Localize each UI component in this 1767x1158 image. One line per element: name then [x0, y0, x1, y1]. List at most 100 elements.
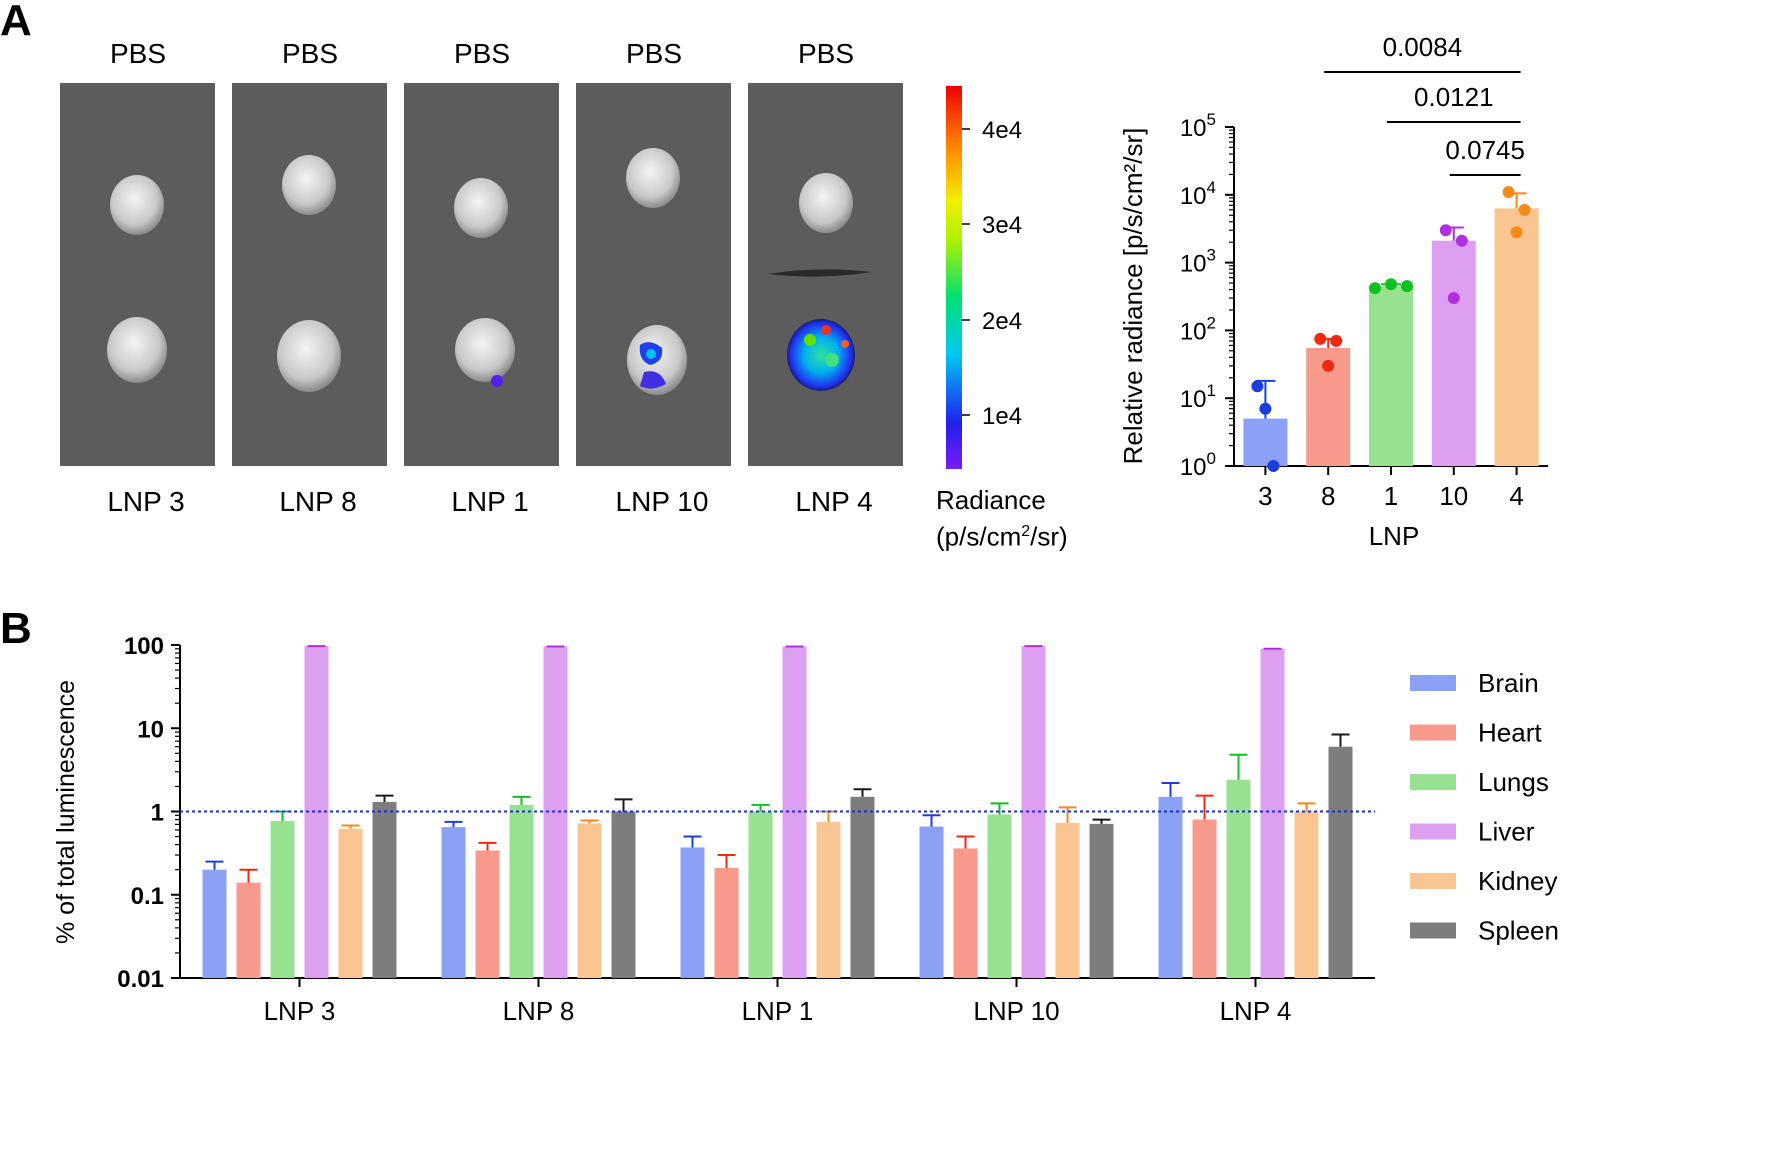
colorbar-tick-label: 4e4 [982, 117, 1022, 144]
bar-kidney [1055, 822, 1080, 978]
bar-kidney [1294, 811, 1319, 978]
organ-lnp [455, 318, 515, 382]
image-panel-lnp1 [404, 83, 559, 466]
organ-pbs [454, 178, 508, 238]
signal-spot [825, 353, 839, 367]
bar-spleen [1089, 823, 1114, 978]
significance-label: 0.0121 [1414, 82, 1494, 112]
data-point [1330, 334, 1343, 347]
data-point [1385, 278, 1397, 291]
image-bottom-label: LNP 4 [795, 486, 873, 517]
bar-liver [1260, 648, 1285, 978]
organ-pbs [626, 148, 680, 208]
x-tick-label: 10 [1439, 481, 1468, 511]
organ-lnp [107, 317, 167, 383]
legend-label-liver: Liver [1478, 817, 1535, 847]
image-top-label: PBS [109, 38, 167, 69]
significance-label: 0.0084 [1383, 32, 1463, 62]
y-axis-label: % of total luminescence [52, 680, 80, 944]
image-bottom-label: LNP 10 [615, 486, 709, 517]
y-tick-label: 10 [137, 716, 164, 743]
bar-kidney [338, 828, 363, 978]
data-point [1251, 380, 1264, 393]
data-point [1502, 185, 1515, 198]
colorbar-tick-label: 2e4 [982, 308, 1022, 335]
image-top-label: PBS [281, 38, 339, 69]
colorbar [946, 86, 962, 469]
y-tick-label: 100 [124, 633, 164, 660]
image-panel-lnp3 [60, 83, 215, 466]
bar-kidney [816, 821, 841, 978]
bar-lnp-4 [1494, 208, 1539, 466]
bar-brain [441, 827, 466, 978]
bar-brain [680, 847, 705, 978]
image-top-label: PBS [797, 38, 855, 69]
legend-swatch-heart [1410, 724, 1456, 741]
bar-lnp-3 [1243, 418, 1288, 466]
legend-swatch-brain [1410, 675, 1456, 691]
x-tick-label: LNP 10 [973, 996, 1059, 1026]
bar-spleen [850, 796, 875, 978]
organ-pbs [110, 175, 164, 235]
image-bottom-label: LNP 1 [451, 486, 529, 517]
y-tick-label: 104 [1180, 178, 1216, 210]
y-tick-label: 0.01 [117, 966, 164, 993]
bar-lnp-1 [1369, 286, 1413, 466]
legend-swatch-spleen [1410, 922, 1456, 939]
bar-heart [1192, 819, 1217, 978]
signal-spot [821, 325, 831, 335]
bar-brain [1158, 796, 1183, 978]
image-panel-lnp8 [232, 83, 387, 466]
y-axis-label: Relative radiance [p/s/cm²/sr] [1118, 128, 1148, 465]
bar-lungs [509, 804, 534, 978]
bar-lungs [1226, 779, 1251, 978]
legend-label-heart: Heart [1478, 718, 1542, 748]
x-tick-label: LNP 3 [264, 996, 336, 1026]
y-tick-label: 0.1 [131, 883, 164, 910]
legend-swatch-liver [1410, 823, 1456, 840]
x-tick-label: LNP 1 [742, 996, 814, 1026]
bar-brain [202, 869, 227, 978]
bar-brain [919, 826, 944, 978]
signal-spot [804, 334, 816, 346]
bar-heart [475, 850, 500, 978]
image-top-label: PBS [453, 38, 511, 69]
bar-lungs [748, 811, 773, 978]
bar-spleen [1328, 746, 1353, 978]
data-point [1510, 226, 1523, 239]
colorbar-title: Radiance (p/s/cm2/sr) [936, 484, 1068, 553]
data-point [1322, 359, 1335, 372]
x-tick-label: 4 [1509, 481, 1523, 511]
x-tick-label: 1 [1384, 481, 1398, 511]
y-tick-label: 105 [1180, 110, 1216, 142]
colorbar-title-line1: Radiance [936, 485, 1046, 515]
image-panel-lnp10 [576, 83, 731, 466]
bar-heart [714, 867, 739, 978]
imaging-panels [60, 83, 903, 466]
x-tick-label: 8 [1321, 481, 1335, 511]
y-tick-label: 1 [151, 800, 164, 827]
signal-spot [640, 371, 666, 389]
colorbar-title-line2: (p/s/cm2/sr) [936, 521, 1068, 552]
bar-lungs [987, 814, 1012, 978]
legend-label-lungs: Lungs [1478, 767, 1549, 797]
data-point [1439, 224, 1452, 237]
y-tick-label: 101 [1180, 381, 1216, 413]
data-point [1267, 460, 1280, 472]
signal-spot [841, 340, 849, 348]
x-tick-label: LNP 8 [503, 996, 575, 1026]
data-point [1314, 332, 1327, 345]
data-point [1259, 402, 1272, 415]
legend-label-brain: Brain [1478, 668, 1539, 698]
biodistribution-chart: 0.01 0.1 1 10 100 % of total luminescence LNP … [52, 633, 1559, 1026]
organ-pbs [799, 173, 853, 233]
image-top-label: PBS [625, 38, 683, 69]
bar-lnp-10 [1431, 240, 1476, 466]
signal-spot [646, 349, 656, 359]
organ-lnp [277, 320, 341, 392]
x-axis-label: LNP [1369, 521, 1420, 551]
legend-label-spleen: Spleen [1478, 916, 1559, 946]
colorbar-tick-label: 1e4 [982, 403, 1022, 430]
